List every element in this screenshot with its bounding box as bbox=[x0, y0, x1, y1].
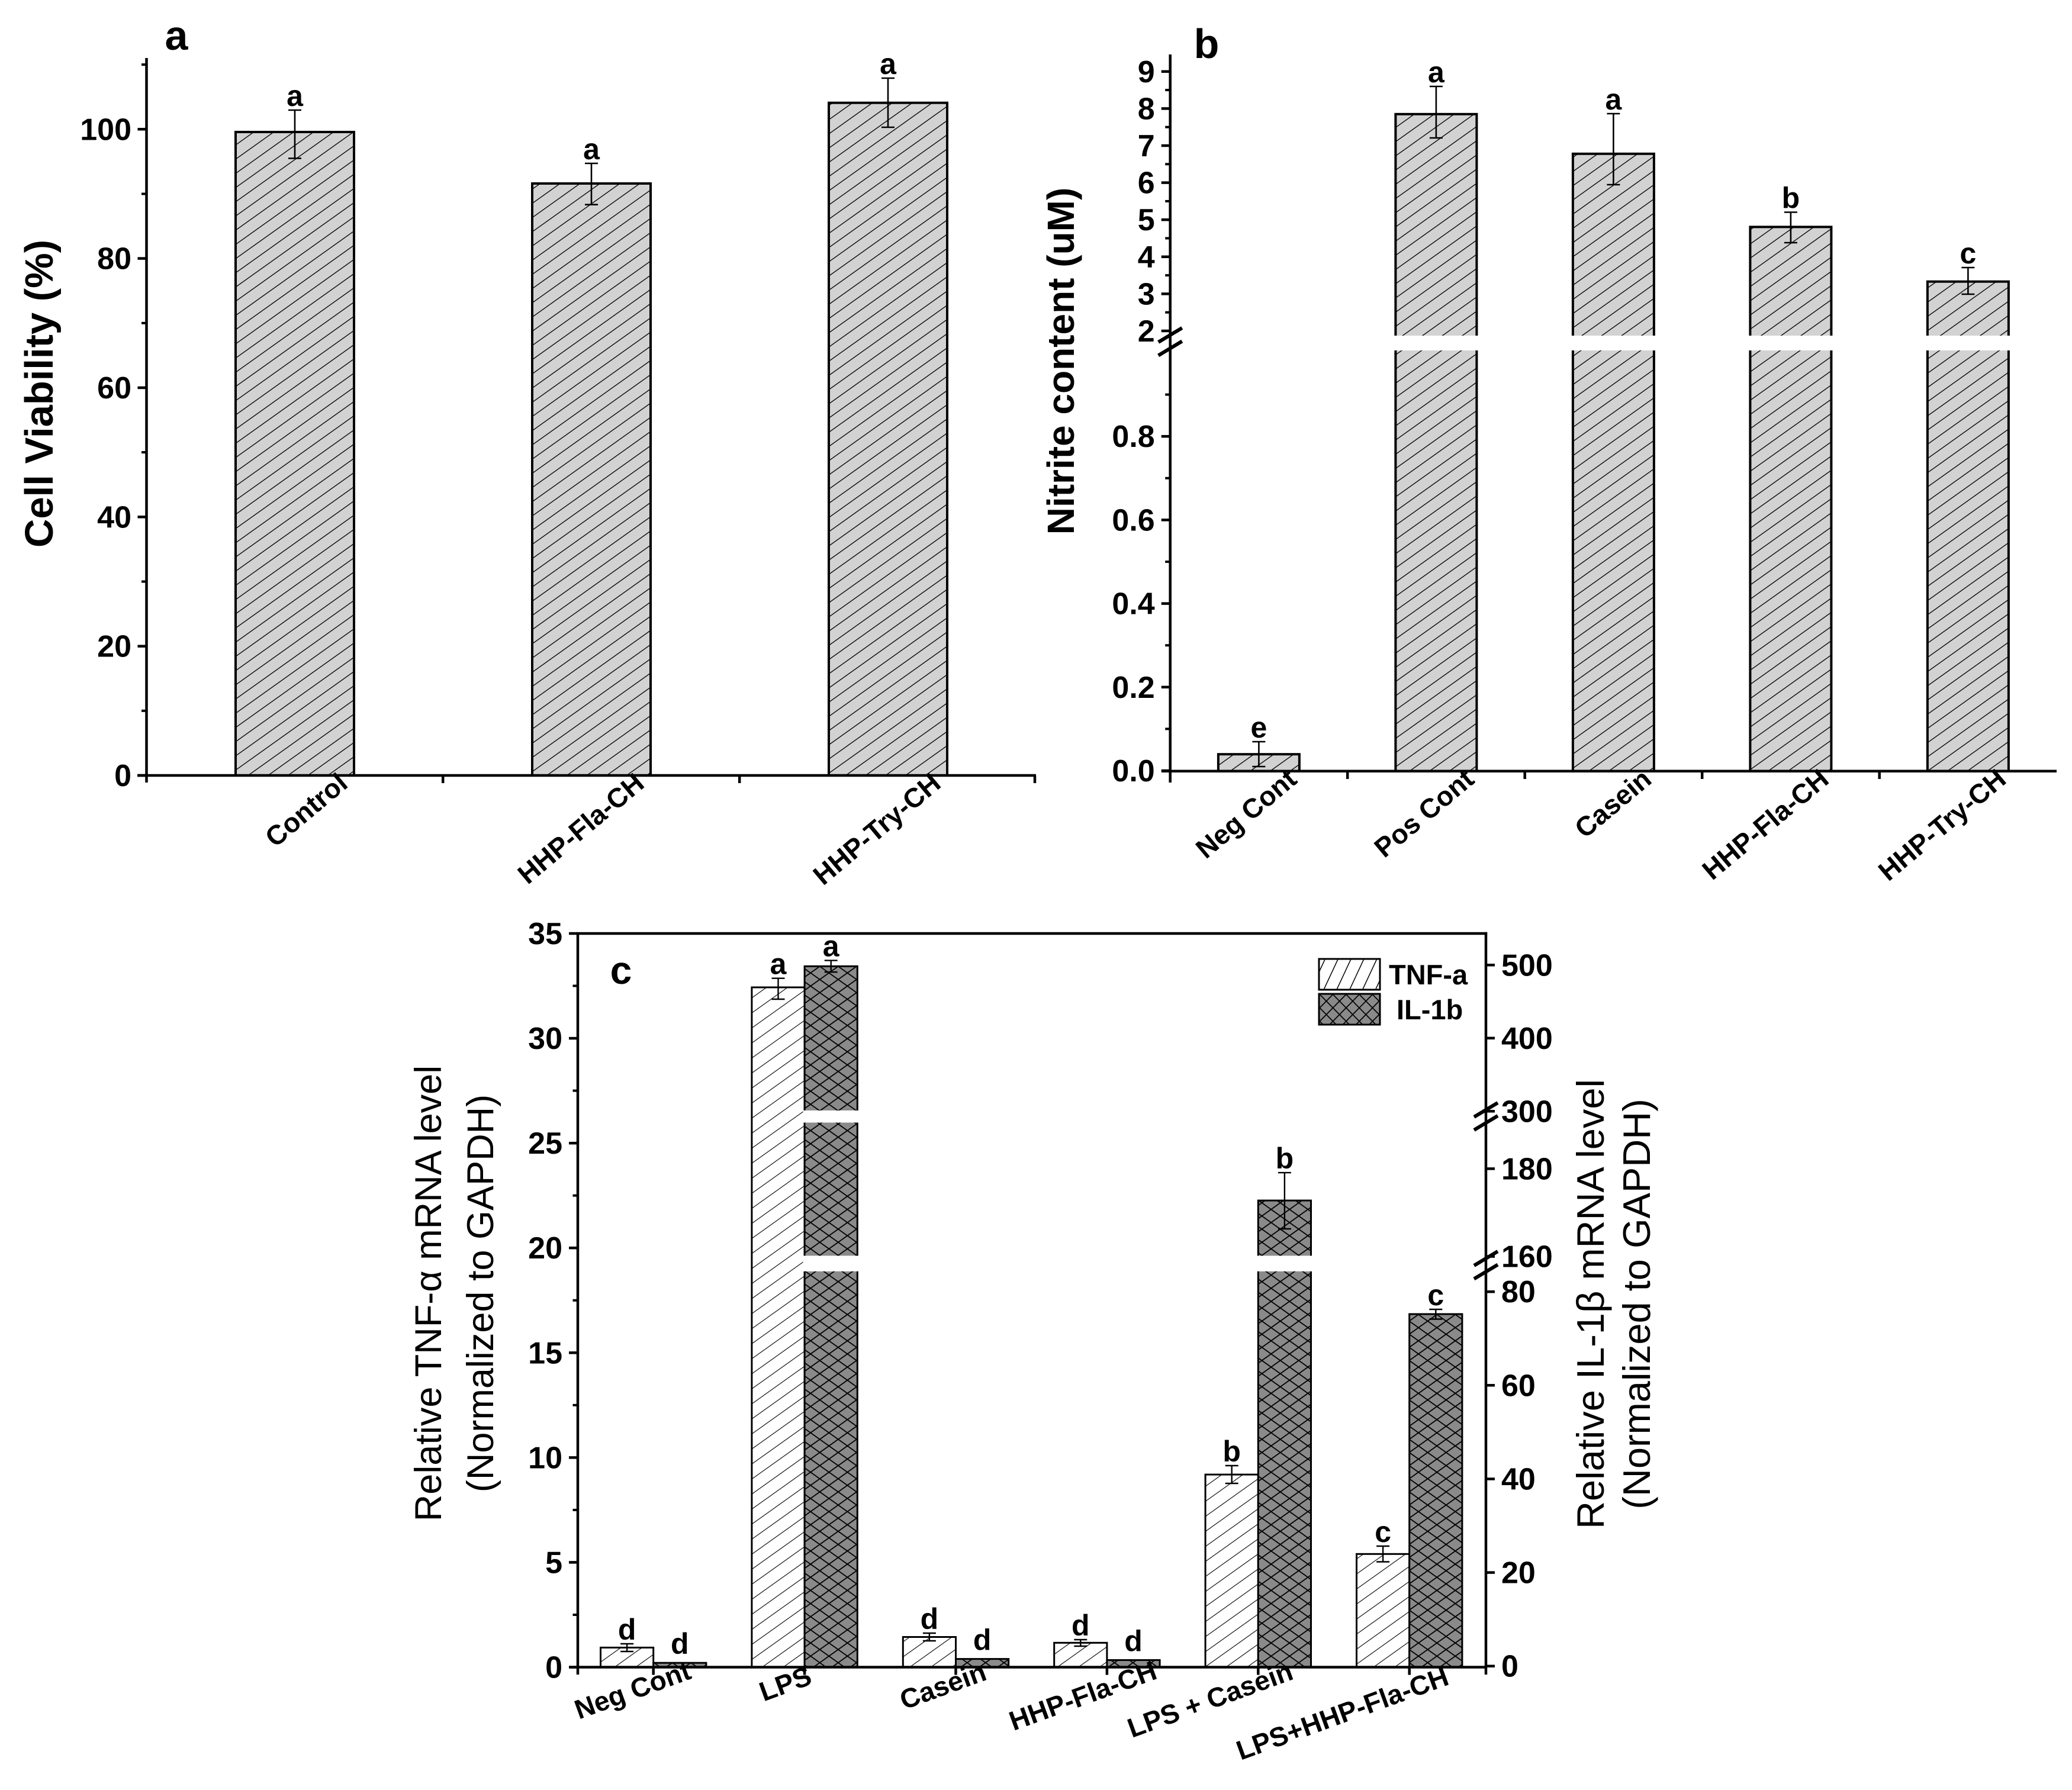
svg-text:TNF-a: TNF-a bbox=[1389, 959, 1468, 990]
svg-text:20: 20 bbox=[97, 630, 131, 664]
svg-text:a: a bbox=[165, 12, 189, 59]
svg-text:Relative IL-1β mRNA level: Relative IL-1β mRNA level bbox=[1569, 1079, 1612, 1529]
svg-text:0.0: 0.0 bbox=[1112, 754, 1154, 788]
svg-text:b: b bbox=[1276, 1142, 1294, 1175]
svg-text:Cell Viability (%): Cell Viability (%) bbox=[17, 240, 62, 548]
svg-text:d: d bbox=[1072, 1609, 1090, 1642]
svg-text:a: a bbox=[1428, 56, 1445, 89]
svg-text:6: 6 bbox=[1138, 166, 1155, 201]
svg-text:30: 30 bbox=[528, 1022, 562, 1056]
svg-text:d: d bbox=[973, 1624, 992, 1657]
svg-text:0: 0 bbox=[1501, 1650, 1518, 1684]
svg-text:a: a bbox=[1605, 83, 1622, 116]
svg-text:5: 5 bbox=[1138, 203, 1155, 237]
svg-text:c: c bbox=[610, 948, 632, 992]
svg-text:20: 20 bbox=[1501, 1556, 1536, 1591]
svg-text:a: a bbox=[823, 930, 840, 963]
svg-text:500: 500 bbox=[1501, 948, 1553, 983]
svg-text:8: 8 bbox=[1138, 92, 1155, 126]
svg-text:40: 40 bbox=[1501, 1463, 1536, 1497]
svg-text:Nitrite content (uM): Nitrite content (uM) bbox=[1040, 188, 1082, 535]
svg-text:c: c bbox=[1960, 237, 1976, 270]
svg-text:(Normalized to GAPDH): (Normalized to GAPDH) bbox=[1615, 1099, 1658, 1509]
svg-text:15: 15 bbox=[528, 1336, 562, 1370]
svg-text:80: 80 bbox=[97, 242, 131, 276]
svg-text:10: 10 bbox=[528, 1441, 562, 1475]
svg-text:60: 60 bbox=[97, 371, 131, 405]
svg-text:35: 35 bbox=[528, 917, 562, 951]
svg-text:300: 300 bbox=[1501, 1094, 1553, 1129]
svg-text:60: 60 bbox=[1501, 1369, 1536, 1403]
svg-text:100: 100 bbox=[80, 112, 131, 147]
svg-text:IL-1b: IL-1b bbox=[1397, 994, 1463, 1025]
svg-text:180: 180 bbox=[1501, 1152, 1553, 1186]
svg-text:0.6: 0.6 bbox=[1112, 503, 1154, 537]
svg-text:0.8: 0.8 bbox=[1112, 420, 1154, 454]
svg-text:d: d bbox=[921, 1602, 939, 1636]
svg-text:5: 5 bbox=[545, 1546, 562, 1580]
svg-text:3: 3 bbox=[1138, 277, 1155, 311]
svg-text:a: a bbox=[770, 948, 787, 981]
svg-text:d: d bbox=[671, 1627, 689, 1660]
svg-text:b: b bbox=[1194, 21, 1220, 67]
svg-text:c: c bbox=[1375, 1515, 1391, 1548]
svg-text:80: 80 bbox=[1501, 1275, 1536, 1309]
svg-text:0.2: 0.2 bbox=[1112, 671, 1154, 705]
svg-text:0: 0 bbox=[114, 759, 131, 793]
svg-text:d: d bbox=[618, 1613, 636, 1646]
svg-text:0: 0 bbox=[545, 1651, 562, 1685]
svg-text:2: 2 bbox=[1138, 314, 1155, 349]
svg-text:25: 25 bbox=[528, 1126, 562, 1161]
svg-text:Relative TNF-α mRNA level: Relative TNF-α mRNA level bbox=[408, 1065, 449, 1521]
svg-text:a: a bbox=[880, 47, 897, 81]
svg-text:0.4: 0.4 bbox=[1112, 587, 1154, 622]
svg-text:(Normalized to GAPDH): (Normalized to GAPDH) bbox=[460, 1094, 501, 1492]
svg-text:20: 20 bbox=[528, 1231, 562, 1266]
svg-text:40: 40 bbox=[97, 500, 131, 535]
svg-text:160: 160 bbox=[1501, 1240, 1553, 1274]
svg-text:b: b bbox=[1782, 182, 1800, 215]
svg-text:400: 400 bbox=[1501, 1022, 1553, 1056]
svg-text:a: a bbox=[583, 133, 600, 166]
svg-text:9: 9 bbox=[1138, 55, 1155, 89]
svg-text:e: e bbox=[1250, 711, 1267, 744]
svg-text:c: c bbox=[1427, 1279, 1444, 1312]
svg-text:a: a bbox=[287, 79, 304, 112]
svg-text:b: b bbox=[1222, 1435, 1241, 1468]
svg-text:7: 7 bbox=[1138, 129, 1155, 163]
svg-text:4: 4 bbox=[1138, 240, 1155, 275]
svg-text:d: d bbox=[1124, 1625, 1143, 1658]
